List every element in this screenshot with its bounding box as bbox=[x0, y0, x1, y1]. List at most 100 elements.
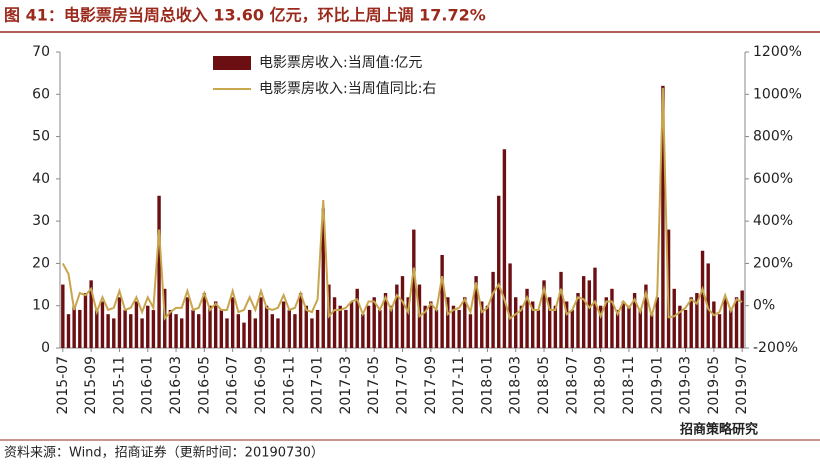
x-tick-label: 2016-01 bbox=[140, 356, 156, 415]
bar bbox=[621, 301, 625, 348]
y2-tick-label: -200% bbox=[753, 340, 798, 356]
bar bbox=[559, 271, 563, 348]
bar bbox=[321, 208, 325, 348]
bar bbox=[332, 297, 337, 348]
bar bbox=[72, 305, 76, 348]
bar bbox=[672, 288, 676, 348]
bar bbox=[174, 314, 178, 348]
bar bbox=[202, 293, 207, 348]
bar bbox=[468, 314, 473, 348]
bar bbox=[446, 297, 450, 348]
bar bbox=[615, 309, 620, 348]
bar bbox=[310, 318, 314, 348]
bar bbox=[247, 309, 252, 348]
bar bbox=[140, 318, 144, 348]
x-tick-label: 2019-01 bbox=[649, 356, 665, 415]
bar bbox=[491, 271, 495, 348]
bar bbox=[304, 305, 308, 348]
bar bbox=[700, 250, 705, 348]
x-tick-label: 2017-09 bbox=[423, 356, 439, 415]
bar bbox=[389, 305, 393, 348]
y-tick-label: 10 bbox=[32, 298, 50, 314]
bar bbox=[678, 305, 682, 348]
bar bbox=[89, 280, 93, 348]
y2-tick-label: 600% bbox=[753, 171, 793, 187]
bar bbox=[683, 309, 688, 348]
bar bbox=[412, 229, 416, 348]
y2-tick-label: 200% bbox=[753, 255, 793, 271]
bar bbox=[383, 293, 388, 348]
x-tick-label: 2019-03 bbox=[678, 356, 694, 415]
y2-tick-label: 0% bbox=[753, 298, 775, 314]
bar bbox=[287, 309, 291, 348]
bar bbox=[129, 314, 133, 348]
bar bbox=[661, 85, 665, 348]
bar bbox=[627, 305, 631, 348]
bar bbox=[106, 314, 110, 348]
bar bbox=[315, 309, 320, 348]
bar bbox=[502, 149, 507, 348]
y-tick-label: 40 bbox=[32, 171, 50, 187]
x-tick-label: 2017-11 bbox=[451, 356, 467, 415]
bar bbox=[225, 318, 229, 348]
bar bbox=[213, 301, 218, 348]
x-tick-label: 2018-05 bbox=[536, 356, 552, 415]
x-tick-label: 2018-09 bbox=[593, 356, 609, 415]
bar bbox=[564, 301, 569, 348]
x-tick-label: 2016-07 bbox=[225, 356, 241, 415]
bar bbox=[191, 309, 195, 348]
x-tick-label: 2018-11 bbox=[621, 356, 637, 415]
bar bbox=[406, 297, 410, 348]
bar bbox=[451, 305, 456, 348]
bar bbox=[95, 309, 99, 348]
bar bbox=[378, 309, 382, 348]
bar bbox=[168, 309, 173, 348]
bar bbox=[78, 309, 82, 348]
x-tick-label: 2018-07 bbox=[564, 356, 580, 415]
bar bbox=[581, 276, 586, 348]
x-tick-label: 2016-03 bbox=[168, 356, 184, 415]
bar bbox=[100, 301, 105, 348]
bar bbox=[531, 301, 535, 348]
legend-label: 电影票房收入:当周值同比:右 bbox=[259, 81, 436, 97]
bar bbox=[395, 284, 399, 348]
y-tick-label: 70 bbox=[32, 44, 50, 60]
bar bbox=[259, 297, 263, 348]
bar bbox=[485, 305, 490, 348]
bar bbox=[729, 309, 733, 348]
bar bbox=[717, 314, 722, 348]
bar bbox=[514, 297, 518, 348]
bar bbox=[372, 297, 376, 348]
y-tick-label: 60 bbox=[32, 86, 50, 102]
x-tick-label: 2017-05 bbox=[366, 356, 382, 415]
bar bbox=[740, 290, 744, 348]
bar bbox=[366, 305, 371, 348]
bar bbox=[66, 314, 71, 348]
x-tick-label: 2017-01 bbox=[310, 356, 326, 415]
x-tick-label: 2015-11 bbox=[111, 356, 127, 415]
bar bbox=[208, 305, 212, 348]
bar bbox=[423, 305, 427, 348]
bar bbox=[264, 305, 269, 348]
bar bbox=[400, 276, 405, 348]
bar bbox=[723, 297, 727, 348]
bar bbox=[157, 195, 161, 348]
bar bbox=[644, 284, 648, 348]
bar bbox=[434, 309, 439, 348]
bar bbox=[576, 293, 580, 348]
bar bbox=[197, 314, 201, 348]
bar bbox=[547, 297, 552, 348]
chart-title: 图 41：电影票房当周总收入 13.60 亿元，环比上周上调 17.72% bbox=[4, 6, 486, 25]
x-tick-label: 2016-05 bbox=[196, 356, 212, 415]
legend-swatch bbox=[213, 56, 251, 70]
bar bbox=[236, 314, 241, 348]
bar bbox=[219, 309, 224, 348]
bar bbox=[587, 280, 592, 348]
bar bbox=[570, 309, 575, 348]
bar bbox=[497, 195, 501, 348]
y-tick-label: 30 bbox=[32, 213, 50, 229]
bar bbox=[610, 288, 614, 348]
y-tick-label: 0 bbox=[41, 340, 50, 356]
legend-label: 电影票房收入:当周值:亿元 bbox=[259, 55, 422, 71]
bar bbox=[508, 263, 512, 348]
